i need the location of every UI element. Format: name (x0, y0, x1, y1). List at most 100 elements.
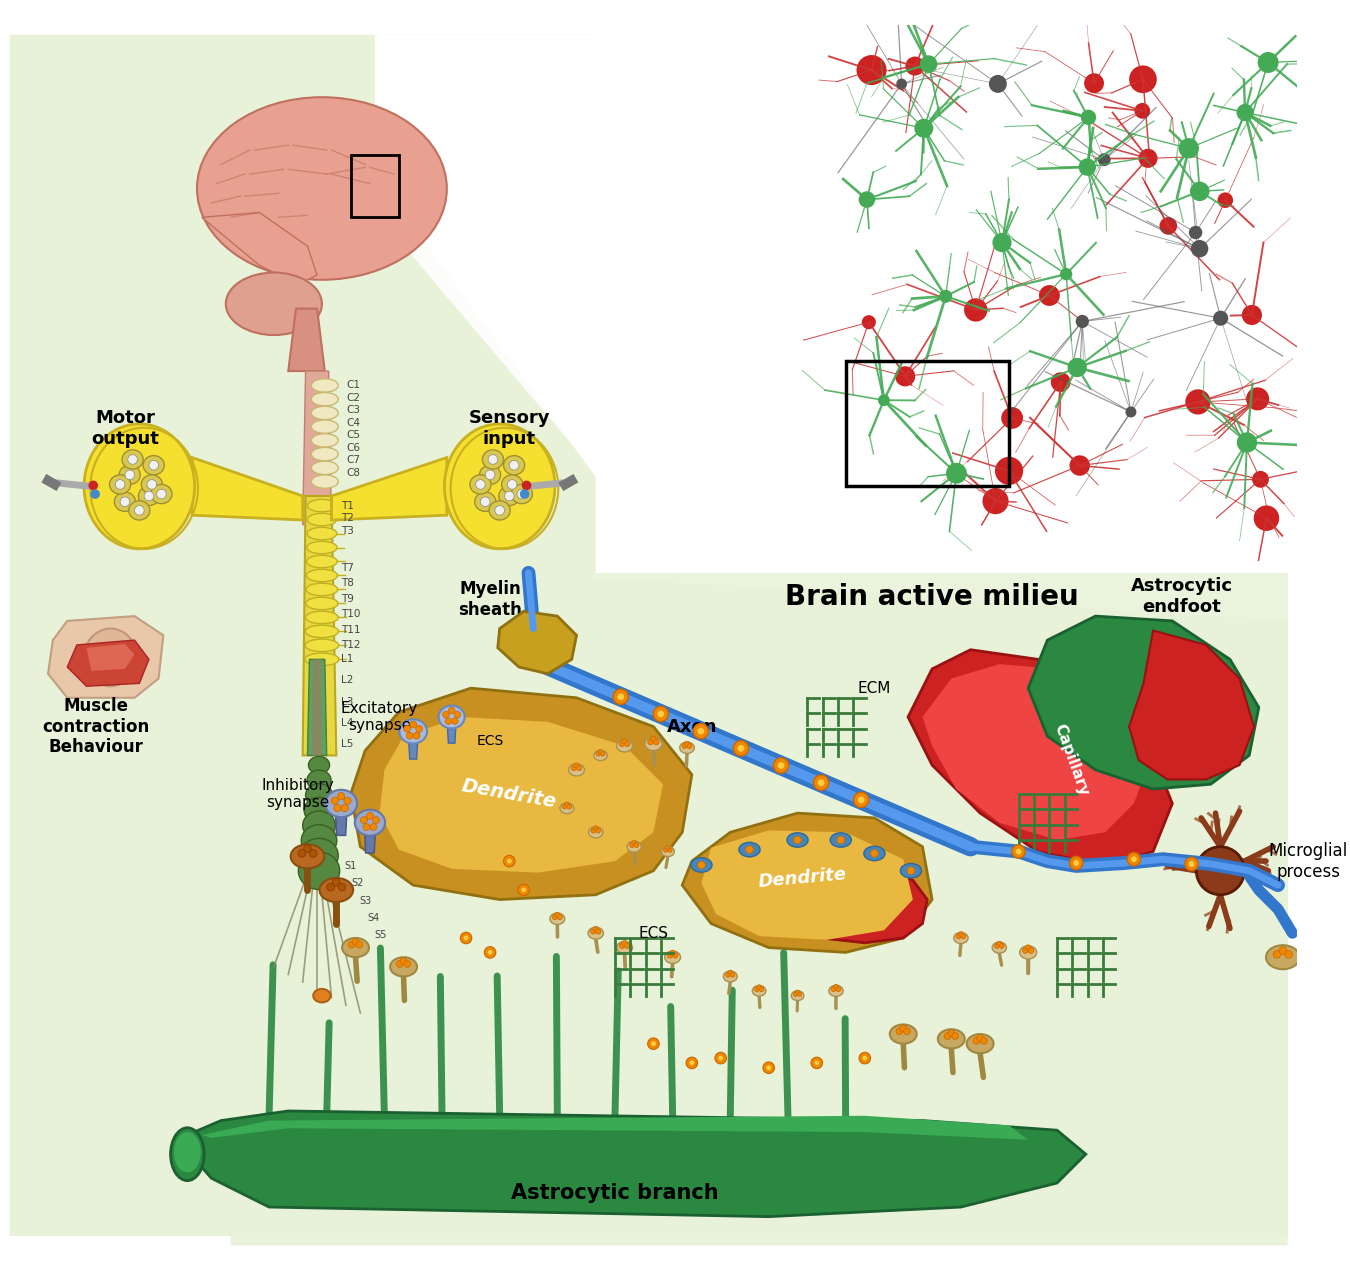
Circle shape (878, 395, 890, 406)
Bar (351, 154, 398, 217)
Circle shape (622, 940, 628, 945)
Circle shape (344, 797, 351, 804)
Ellipse shape (589, 827, 603, 838)
Circle shape (360, 817, 367, 823)
Ellipse shape (560, 802, 574, 814)
Ellipse shape (439, 706, 464, 728)
Circle shape (1179, 138, 1199, 158)
Ellipse shape (197, 98, 447, 280)
Circle shape (342, 804, 348, 811)
Ellipse shape (312, 475, 339, 489)
Circle shape (667, 953, 672, 958)
Circle shape (147, 480, 157, 489)
Circle shape (410, 721, 417, 728)
Circle shape (1258, 51, 1278, 73)
Ellipse shape (170, 1128, 204, 1181)
Ellipse shape (305, 625, 339, 638)
Ellipse shape (390, 957, 417, 976)
Text: Dendrite: Dendrite (757, 865, 848, 891)
Circle shape (400, 958, 406, 964)
Circle shape (489, 455, 498, 464)
Polygon shape (178, 1111, 1085, 1217)
Text: T7: T7 (342, 563, 354, 574)
Circle shape (871, 850, 879, 858)
Circle shape (416, 725, 423, 732)
Circle shape (1002, 408, 1023, 428)
Ellipse shape (225, 273, 321, 336)
Ellipse shape (791, 990, 803, 1001)
Circle shape (1237, 432, 1257, 453)
Text: Dendrite: Dendrite (460, 777, 559, 811)
Ellipse shape (312, 392, 339, 406)
Circle shape (485, 471, 495, 480)
Circle shape (509, 460, 518, 471)
Circle shape (837, 836, 845, 844)
Circle shape (298, 850, 305, 858)
Circle shape (763, 1062, 775, 1074)
Circle shape (811, 1057, 822, 1069)
Circle shape (485, 946, 495, 958)
Circle shape (576, 765, 582, 770)
Circle shape (944, 1033, 950, 1039)
Polygon shape (289, 309, 325, 372)
Polygon shape (86, 644, 135, 671)
Polygon shape (909, 649, 1172, 865)
Polygon shape (231, 572, 1288, 1245)
Ellipse shape (320, 878, 354, 901)
Circle shape (687, 743, 693, 748)
Circle shape (755, 988, 759, 992)
Circle shape (958, 931, 964, 936)
Ellipse shape (829, 985, 844, 997)
Polygon shape (1029, 616, 1258, 790)
Circle shape (795, 990, 799, 994)
Circle shape (397, 961, 404, 967)
Circle shape (1022, 948, 1029, 953)
Ellipse shape (662, 846, 675, 856)
Ellipse shape (290, 845, 324, 868)
Circle shape (856, 55, 887, 85)
Circle shape (693, 724, 709, 739)
Circle shape (88, 481, 99, 490)
Text: Inhibitory
synapse: Inhibitory synapse (262, 778, 335, 810)
Text: T11: T11 (342, 625, 360, 634)
Circle shape (597, 752, 601, 756)
Text: Motor
output: Motor output (90, 409, 159, 448)
Ellipse shape (504, 455, 525, 475)
Circle shape (818, 779, 825, 786)
Circle shape (115, 480, 126, 489)
Ellipse shape (306, 570, 338, 581)
Circle shape (648, 1038, 659, 1049)
Circle shape (900, 1025, 907, 1031)
Circle shape (448, 707, 455, 714)
Ellipse shape (122, 450, 143, 469)
Ellipse shape (645, 737, 662, 751)
Circle shape (672, 953, 678, 958)
Ellipse shape (306, 541, 338, 554)
Circle shape (836, 986, 841, 992)
Circle shape (1134, 103, 1150, 118)
Circle shape (990, 75, 1007, 93)
Circle shape (1246, 387, 1269, 410)
Text: C4: C4 (346, 418, 360, 428)
Circle shape (622, 738, 628, 745)
Circle shape (995, 457, 1023, 485)
Ellipse shape (308, 756, 329, 774)
Circle shape (648, 739, 653, 745)
Circle shape (157, 489, 166, 499)
Circle shape (1050, 372, 1071, 392)
Circle shape (521, 481, 532, 490)
Circle shape (964, 298, 987, 322)
Polygon shape (9, 35, 595, 1236)
Circle shape (1060, 267, 1072, 280)
Ellipse shape (128, 500, 150, 520)
Ellipse shape (475, 493, 495, 512)
Circle shape (814, 1061, 819, 1065)
Circle shape (1069, 856, 1083, 869)
Text: T3: T3 (342, 526, 354, 535)
Circle shape (452, 718, 458, 724)
Circle shape (961, 934, 965, 939)
Circle shape (1188, 862, 1195, 867)
Circle shape (1131, 856, 1137, 862)
Circle shape (327, 883, 335, 891)
Circle shape (1189, 181, 1210, 201)
